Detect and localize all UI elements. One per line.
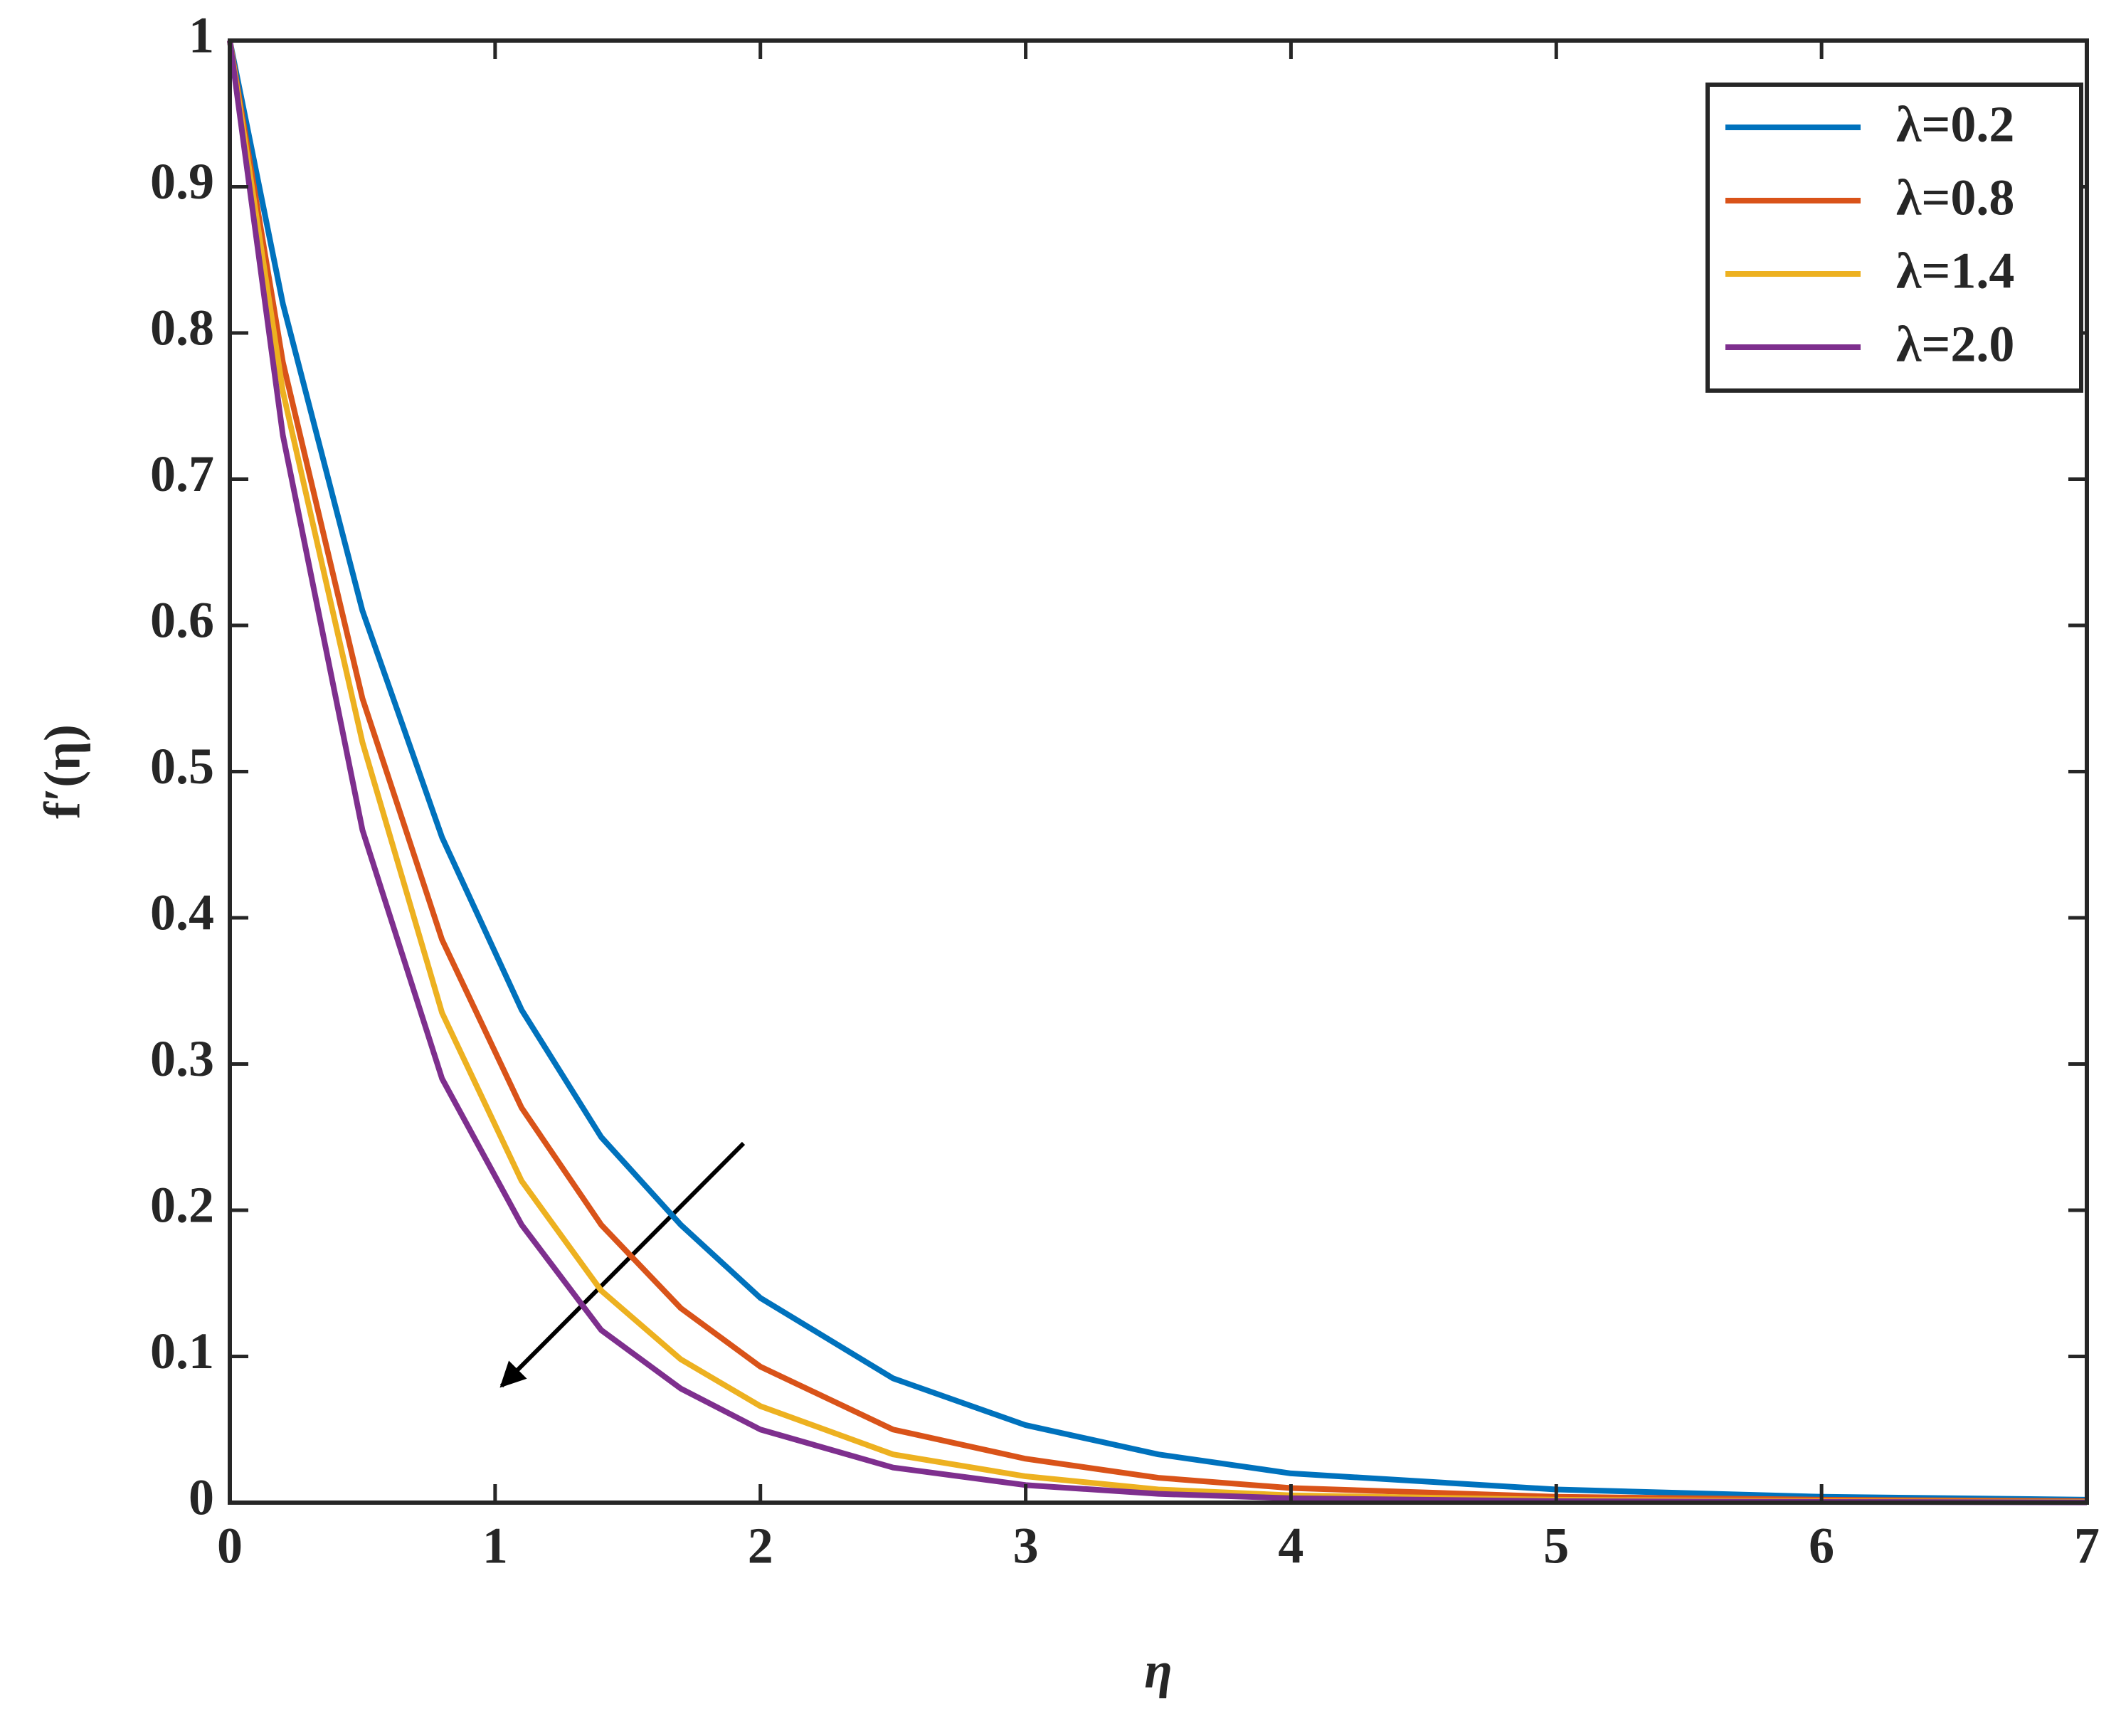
data-line bbox=[227, 40, 2088, 1505]
data-line bbox=[227, 40, 2088, 1504]
y-tick-label: 0.4 bbox=[150, 884, 214, 941]
x-tick-label: 5 bbox=[1543, 1518, 1569, 1574]
y-axis-label: f′(η) bbox=[34, 724, 91, 819]
y-tick-label: 0.5 bbox=[150, 738, 214, 795]
y-tick-label: 0 bbox=[189, 1469, 214, 1526]
y-tick-label: 0.7 bbox=[150, 445, 214, 502]
x-tick-label: 1 bbox=[482, 1518, 508, 1574]
y-tick-label: 0.3 bbox=[150, 1030, 214, 1087]
annotation-arrow bbox=[499, 1141, 746, 1388]
legend-box bbox=[1705, 83, 2083, 393]
x-axis-label: η bbox=[1144, 1642, 1173, 1699]
x-tick-label: 3 bbox=[1013, 1518, 1039, 1574]
legend-label: λ=0.2 bbox=[1896, 96, 2014, 153]
legend-label: λ=1.4 bbox=[1896, 243, 2014, 300]
y-tick-label: 0.6 bbox=[150, 592, 214, 649]
x-tick-label: 4 bbox=[1278, 1518, 1303, 1574]
x-tick-label: 6 bbox=[1809, 1518, 1834, 1574]
y-tick-label: 0.8 bbox=[150, 300, 214, 356]
y-tick-label: 1 bbox=[189, 7, 214, 64]
x-tick-label: 7 bbox=[2074, 1518, 2100, 1574]
y-tick-label: 0.9 bbox=[150, 153, 214, 210]
x-tick-label: 2 bbox=[748, 1518, 773, 1574]
legend-label: λ=2.0 bbox=[1896, 316, 2014, 373]
legend-label: λ=0.8 bbox=[1896, 169, 2014, 226]
data-line bbox=[227, 40, 2088, 1503]
y-tick-label: 0.1 bbox=[150, 1323, 214, 1380]
x-tick-label: 0 bbox=[217, 1518, 243, 1574]
y-tick-label: 0.2 bbox=[150, 1177, 214, 1234]
